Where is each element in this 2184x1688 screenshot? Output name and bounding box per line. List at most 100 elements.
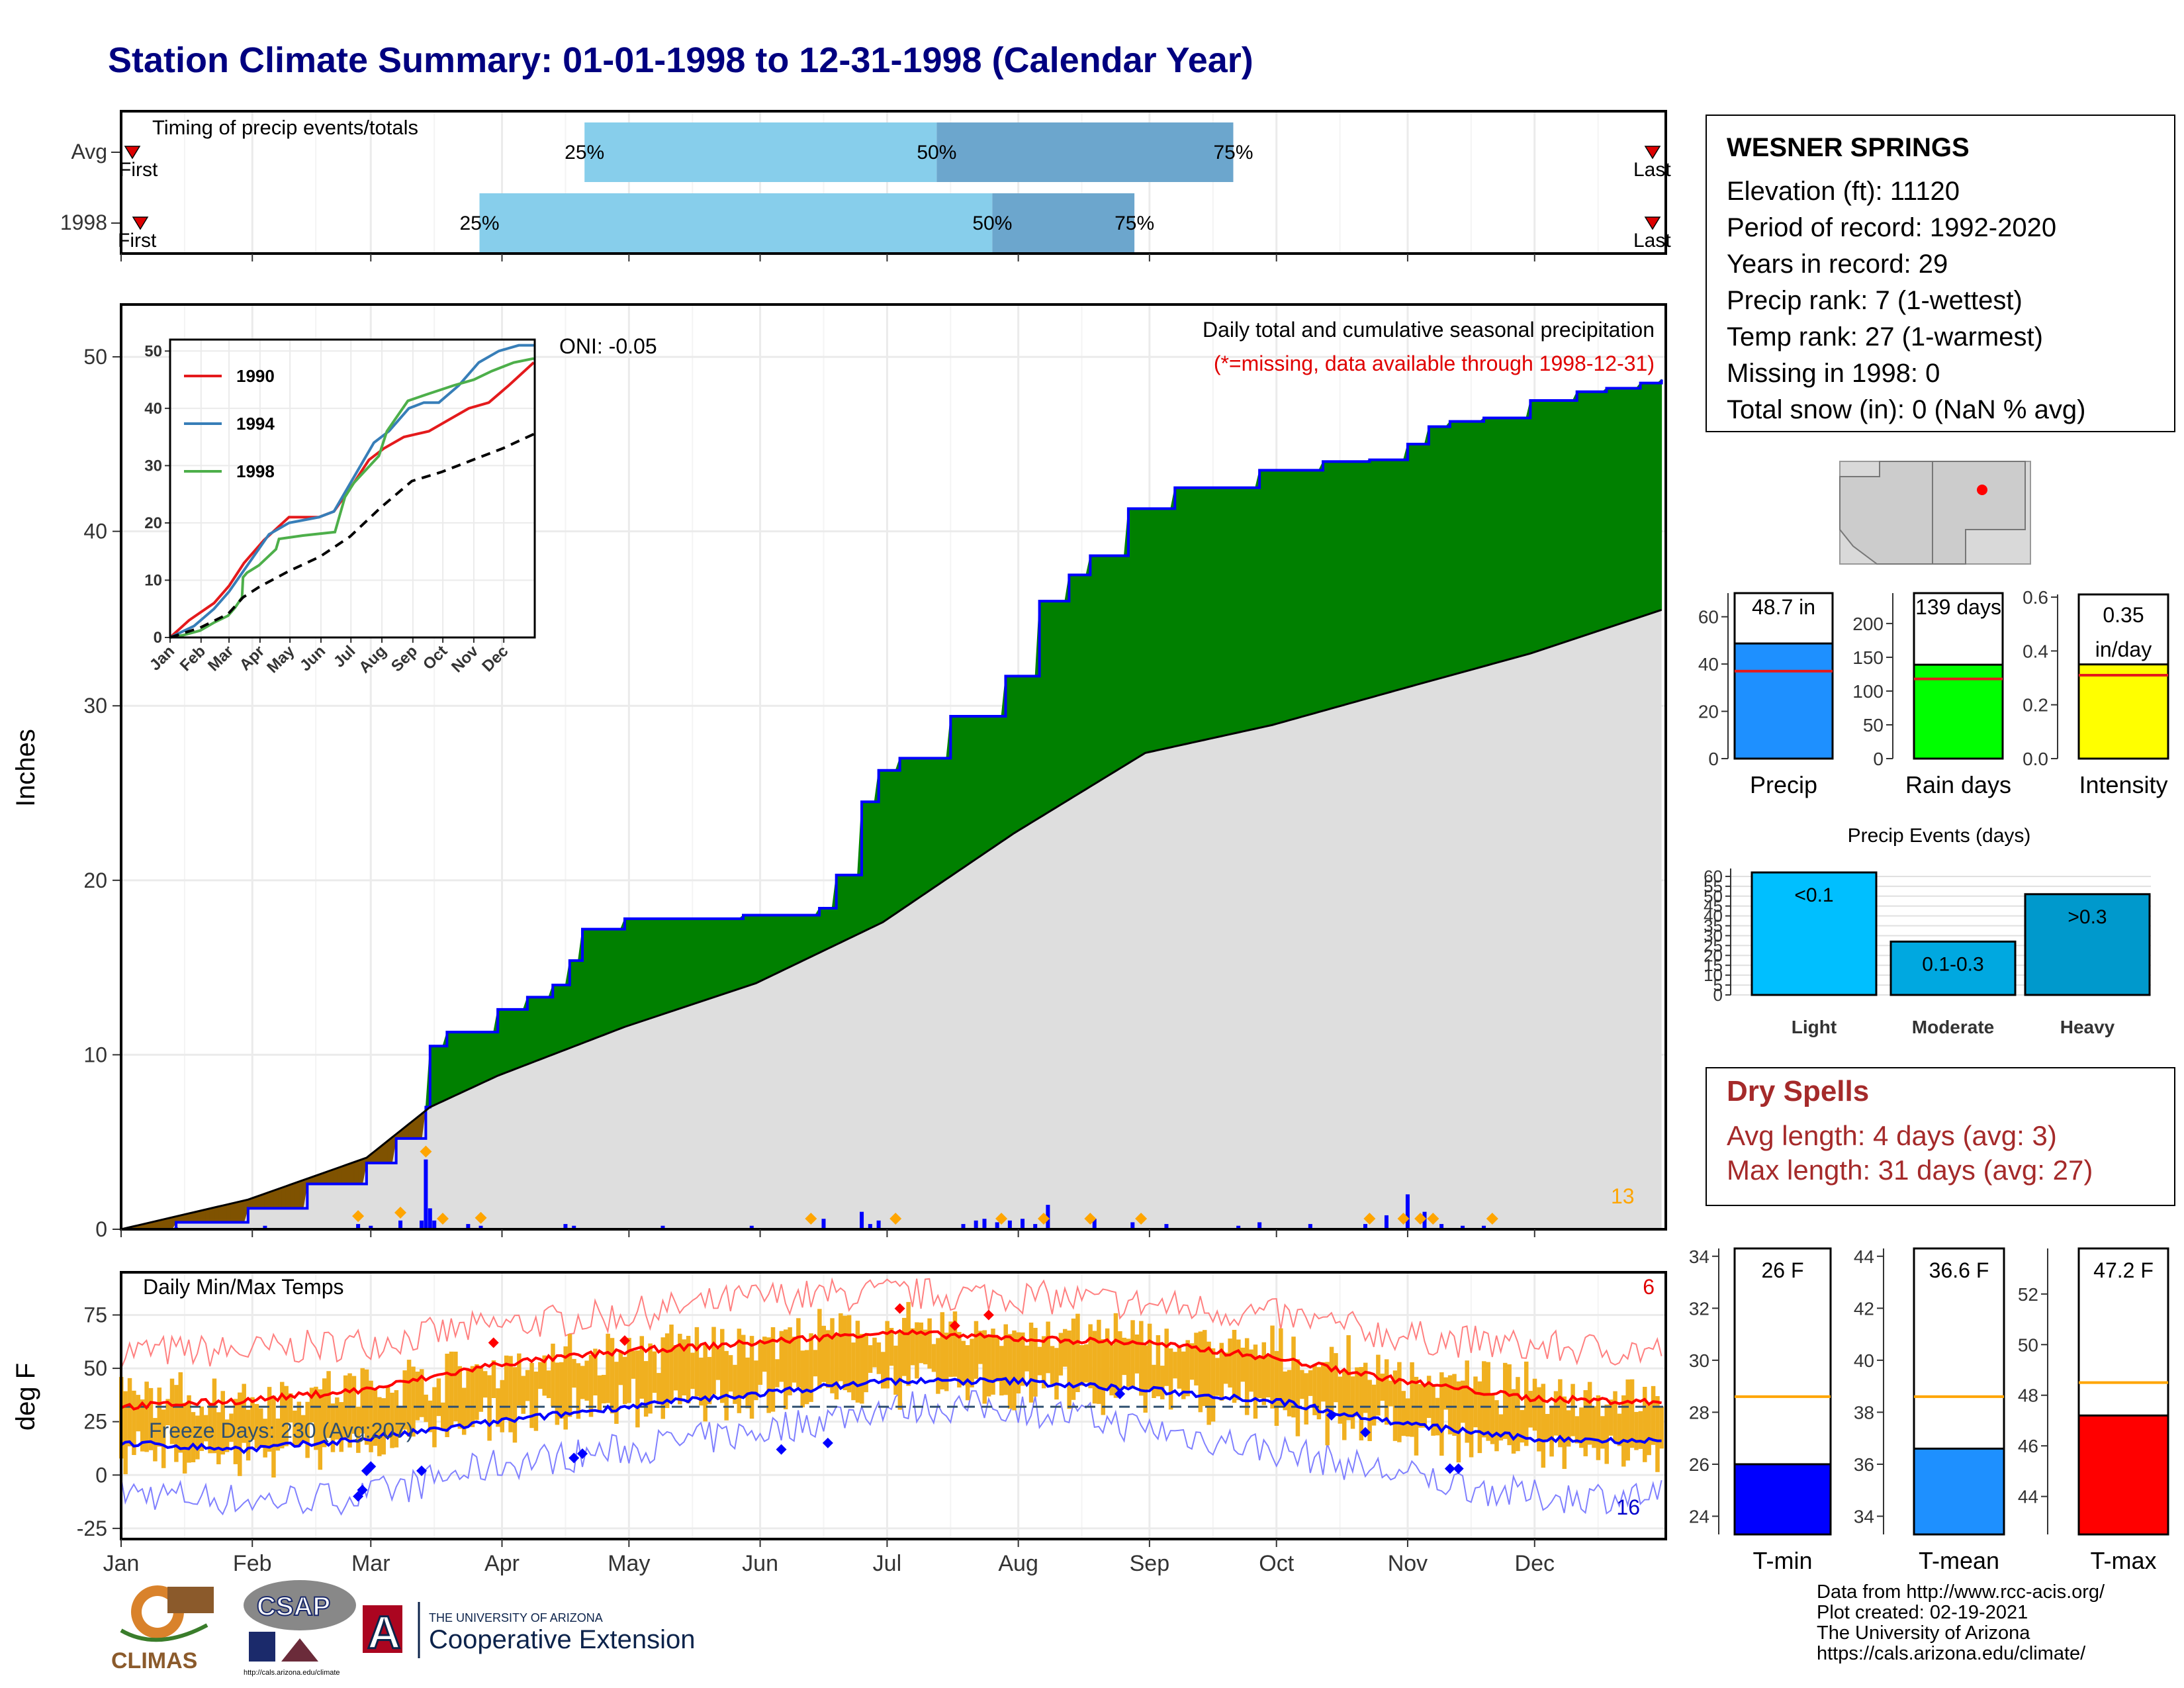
locator-map [1839, 461, 2031, 565]
cumulative-diff-slice [870, 801, 875, 929]
cumulative-diff-slice [781, 915, 786, 972]
daily-temp-bar [1042, 1336, 1046, 1389]
cumulative-diff-slice [590, 929, 596, 1041]
daily-temp-bar [1168, 1348, 1173, 1410]
station-location-marker [1977, 485, 1987, 495]
daily-temp-bar [906, 1301, 911, 1386]
daily-temp-bar [356, 1407, 361, 1453]
cumulative-diff-slice [1018, 675, 1023, 831]
daily-temp-bar [1067, 1330, 1071, 1409]
cumulative-diff-slice [967, 716, 972, 866]
cumulative-diff-slice [1271, 469, 1277, 726]
daily-temp-bar [339, 1402, 344, 1452]
cumulative-diff-slice [1458, 421, 1463, 674]
station-temp-rank: Temp rank: 27 (1-warmest) [1727, 322, 2043, 352]
daily-temp-bar [931, 1344, 936, 1372]
value-bar [1733, 1463, 1832, 1536]
daily-temp-bar [868, 1345, 873, 1373]
cumulative-diff-slice [459, 1031, 465, 1094]
extreme-precip-marker [889, 1213, 902, 1225]
daily-temp-bar [1621, 1395, 1626, 1467]
cumulative-diff-slice [1390, 459, 1396, 692]
month-label: Mar [351, 1551, 390, 1576]
bar-category-label: Rain days [1905, 771, 2011, 798]
bar-category-label: T-min [1753, 1547, 1813, 1574]
daily-temp-bar [1016, 1332, 1021, 1394]
daily-temp-bar [999, 1346, 1004, 1396]
daily-temp-bar [212, 1378, 217, 1454]
first-event-label: First [118, 230, 157, 252]
first-event-label: First [119, 159, 158, 181]
daily-temp-bar [182, 1403, 187, 1474]
ua-logo[interactable]: A THE UNIVERSITY OF ARIZONA Cooperative … [363, 1602, 695, 1660]
daily-temp-bar [639, 1336, 645, 1399]
daily-precip-bar [995, 1222, 999, 1229]
daily-temp-bar [724, 1350, 729, 1421]
daily-temp-bar [475, 1364, 479, 1421]
daily-temp-bar [521, 1376, 525, 1414]
cumulative-diff-slice [907, 757, 913, 906]
csap-logo[interactable]: CSAP http://cals.arizona.edu/climate [244, 1580, 356, 1677]
cumulative-diff-slice [1081, 575, 1087, 792]
cumulative-diff-slice [353, 1160, 359, 1184]
timing-q50-label: 50% [972, 212, 1012, 234]
cumulative-diff-slice [573, 960, 579, 1047]
cumulative-diff-slice [209, 1207, 215, 1223]
daily-precip-bar [961, 1224, 966, 1229]
daily-temp-bar [1477, 1381, 1482, 1454]
daily-temp-bar [919, 1322, 924, 1364]
daily-temp-bar [614, 1362, 619, 1424]
precip-y-axis-label: Inches [11, 729, 40, 807]
record-low-line [120, 1390, 1662, 1516]
cumulative-diff-slice [916, 757, 922, 900]
cumulative-diff-slice [294, 1181, 300, 1209]
daily-temp-bar [279, 1382, 285, 1448]
cumulative-diff-slice [992, 716, 998, 849]
daily-precip-bar [974, 1220, 978, 1229]
daily-precip-bar [1007, 1220, 1012, 1229]
cumulative-diff-slice [979, 716, 985, 857]
cumulative-diff-slice [929, 757, 934, 892]
daily-temp-bar [1164, 1329, 1169, 1386]
climas-logo[interactable]: CLIMAS [111, 1585, 214, 1673]
daily-temp-bar [1549, 1407, 1554, 1457]
daily-temp-bar [610, 1338, 615, 1414]
daily-temp-bar [300, 1415, 306, 1443]
y-tick-label: 15 [1704, 955, 1723, 975]
daily-temp-bar [779, 1331, 784, 1382]
daily-temp-bar [402, 1370, 407, 1430]
cumulative-diff-slice [1382, 459, 1387, 695]
cumulative-diff-slice [1140, 508, 1146, 757]
extreme-precip-marker [394, 1206, 407, 1219]
daily-temp-bar [800, 1350, 805, 1408]
daily-temp-bar [449, 1351, 454, 1427]
cumulative-diff-slice [827, 908, 833, 949]
credit-data-source: Data from http://www.rcc-acis.org/ [1817, 1581, 2105, 1603]
daily-precip-bar [263, 1225, 267, 1229]
daily-temp-bar [580, 1366, 585, 1399]
daily-temp-bar [1503, 1362, 1508, 1439]
y-tick-label: 50 [83, 345, 107, 369]
extreme-precip-marker [1414, 1213, 1427, 1225]
cumulative-diff-slice [852, 874, 858, 937]
daily-temp-bar [432, 1387, 437, 1448]
daily-temp-bar [169, 1378, 175, 1444]
record-low-marker [353, 1491, 364, 1502]
daily-temp-bar [1363, 1362, 1368, 1413]
daily-temp-bar [326, 1371, 331, 1438]
temp-bar-t-min: 24 26 28 30 32 34 26 F T-min [1689, 1246, 1832, 1574]
cumulative-diff-slice [1052, 600, 1057, 811]
daily-temp-bar [436, 1378, 441, 1417]
daily-temp-bar [132, 1390, 136, 1456]
cumulative-diff-slice [1517, 417, 1523, 658]
daily-temp-bar [1524, 1361, 1529, 1446]
cumulative-diff-slice [1356, 461, 1362, 702]
daily-temp-bar [1181, 1351, 1186, 1399]
daily-temp-bar [1401, 1391, 1406, 1436]
daily-temp-bar [622, 1356, 627, 1405]
daily-temp-bar [1058, 1333, 1064, 1376]
daily-temp-bar [825, 1330, 831, 1388]
daily-temp-bar [1071, 1318, 1076, 1400]
y-tick-label: 0 [95, 1217, 107, 1241]
hot-count-label: 6 [1643, 1275, 1655, 1299]
